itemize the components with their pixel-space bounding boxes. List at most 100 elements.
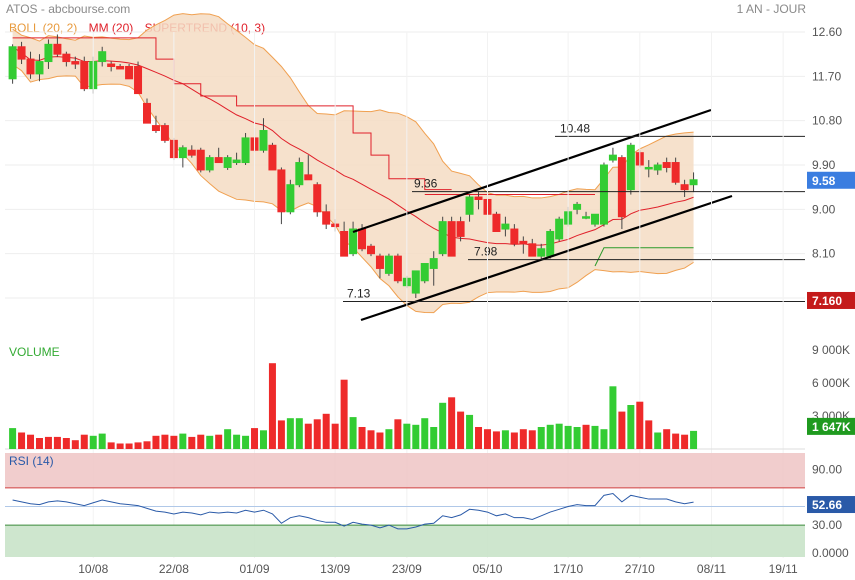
candle-body	[62, 53, 71, 63]
x-tick-label: 27/10	[625, 562, 655, 576]
x-tick-label: 22/08	[159, 562, 189, 576]
volume-tick-label: 6 000K	[812, 376, 850, 390]
volume-bar	[654, 432, 662, 449]
volume-bar	[170, 435, 178, 449]
volume-bar	[528, 430, 536, 449]
x-tick-label: 05/10	[472, 562, 502, 576]
supertrend-line	[12, 37, 452, 191]
volume-bar	[519, 429, 527, 449]
volume-bar	[71, 440, 79, 449]
volume-bar	[295, 418, 303, 449]
volume-bar	[690, 430, 698, 449]
candle-body	[340, 231, 349, 257]
candle-body	[160, 125, 169, 141]
candle-body	[456, 221, 465, 237]
volume-bar	[600, 429, 608, 449]
volume-bar	[403, 423, 411, 449]
x-tick-label: 13/09	[320, 562, 350, 576]
candle-body	[134, 65, 143, 95]
volume-bar	[27, 434, 35, 449]
candle-body	[510, 228, 519, 245]
volume-bar	[268, 363, 276, 449]
moving-average-line	[12, 46, 694, 246]
candle-body	[582, 216, 591, 219]
candle-body	[98, 51, 107, 63]
volume-bar	[555, 423, 563, 449]
volume-bar	[448, 397, 456, 449]
volume-bar	[430, 427, 438, 449]
volume-bar	[483, 429, 491, 449]
candle-body	[232, 159, 241, 164]
annotation-label: 9.36	[414, 177, 438, 191]
volume-bar	[439, 402, 447, 449]
candle-body	[125, 65, 134, 80]
volume-bar	[242, 435, 250, 449]
candle-body	[662, 162, 671, 168]
rsi-overbought-zone	[5, 453, 805, 488]
rsi-tick-label: 30.00	[812, 518, 842, 532]
volume-bar	[277, 420, 285, 449]
volume-bar	[537, 427, 545, 449]
bollinger-band-fill	[12, 13, 694, 313]
candle-body	[555, 218, 564, 240]
volume-bar	[582, 424, 590, 449]
volume-bar	[412, 424, 420, 449]
volume-bar	[591, 425, 599, 449]
candle-body	[599, 164, 608, 225]
candle-body	[438, 221, 447, 255]
candle-body	[689, 179, 698, 186]
candle-body	[53, 43, 62, 55]
candle-body	[591, 213, 599, 225]
stop-price-label: 7.160	[812, 294, 842, 308]
candle-body	[474, 196, 483, 200]
volume-bar	[627, 405, 635, 449]
last-rsi-label: 52.66	[812, 498, 842, 512]
volume-bar	[663, 429, 671, 449]
candle-body	[8, 46, 17, 80]
volume-bar	[573, 427, 581, 449]
candle-body	[384, 255, 393, 274]
volume-bar	[546, 424, 554, 449]
candle-body	[519, 240, 528, 245]
last-volume-label: 1 647K	[812, 420, 851, 434]
volume-bar	[304, 423, 312, 449]
volume-bar	[636, 401, 644, 449]
candle-body	[608, 154, 617, 161]
channel-upper-line	[352, 108, 712, 234]
x-tick-label: 19/11	[769, 562, 798, 576]
rsi-tick-label: 0.0000	[812, 546, 849, 560]
volume-bar	[681, 434, 689, 449]
candle-body	[573, 203, 582, 210]
last-volume-badge	[807, 417, 855, 435]
volume-bar	[18, 432, 26, 449]
candle-body	[304, 174, 313, 181]
candle-body	[286, 184, 295, 213]
x-tick-label: 17/10	[553, 562, 583, 576]
volume-bar	[259, 430, 267, 449]
volume-bar	[367, 430, 375, 449]
annotation-label: 7.13	[347, 286, 371, 300]
stop-price-badge	[807, 291, 855, 309]
candle-body	[241, 137, 250, 164]
volume-bar	[457, 411, 465, 449]
candle-body	[322, 211, 331, 225]
candle-body	[71, 61, 80, 65]
candle-body	[178, 147, 187, 159]
candle-body	[223, 157, 232, 168]
rsi-oversold-zone	[5, 525, 805, 557]
candle-body	[528, 243, 537, 257]
volume-tick-label: 9 000K	[812, 343, 850, 357]
volume-bar	[233, 434, 241, 449]
price-tick-label: 8.10	[812, 247, 836, 261]
volume-bar	[161, 434, 169, 449]
period-label: 1 AN - JOUR	[736, 2, 806, 16]
candle-body	[375, 255, 384, 269]
candle-body	[196, 149, 205, 171]
candle-body	[367, 245, 375, 255]
volume-bar	[179, 433, 187, 449]
rsi-line	[12, 492, 694, 530]
candle-body	[671, 162, 680, 183]
price-tick-label: 11.70	[812, 69, 841, 83]
candle-body	[277, 169, 286, 213]
